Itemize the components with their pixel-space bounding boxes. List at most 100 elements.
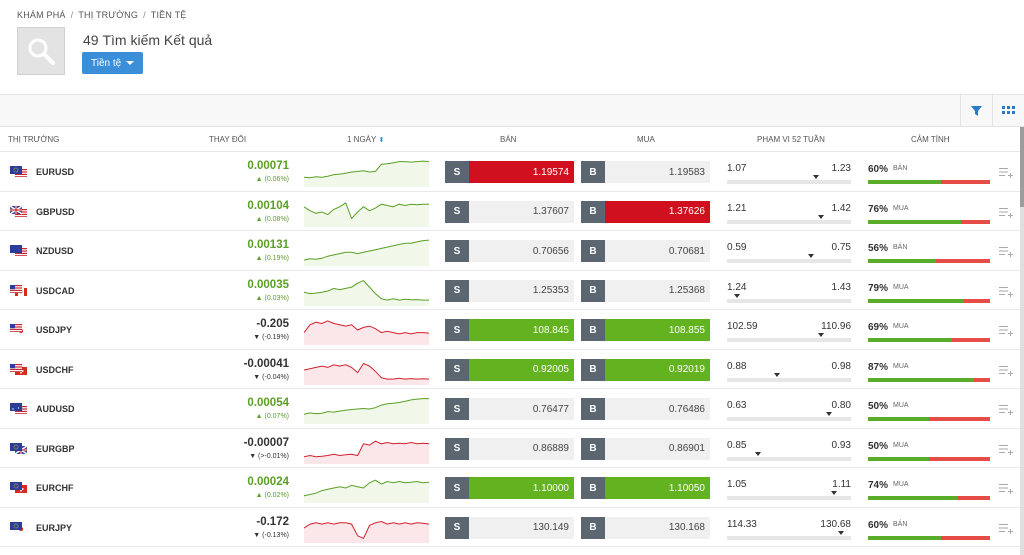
sell-button[interactable]: S bbox=[445, 516, 469, 539]
table-row[interactable]: EURCHF 0.00024 ▲ (0.02%) S 1.10000 B 1.10050 1.… bbox=[0, 468, 1024, 508]
sentiment-fill bbox=[868, 535, 942, 540]
change-value: -0.00007 bbox=[243, 436, 289, 449]
table-row[interactable]: EURGBP -0.00007 ▼ (>-0.01%) S 0.86889 B 0.8690… bbox=[0, 429, 1024, 468]
add-to-watchlist-icon[interactable] bbox=[999, 325, 1013, 336]
buy-price[interactable]: 130.168 bbox=[605, 516, 710, 539]
sell-price[interactable]: 130.149 bbox=[469, 516, 574, 539]
column-sell[interactable]: BÁN bbox=[500, 135, 517, 144]
column-market[interactable]: THỊ TRƯỜNG bbox=[8, 135, 60, 144]
range-bar bbox=[727, 293, 851, 303]
sell-price[interactable]: 0.76477 bbox=[469, 398, 574, 420]
sell-price[interactable]: 0.70656 bbox=[469, 240, 574, 262]
buy-button[interactable]: B bbox=[581, 279, 605, 302]
add-to-watchlist-icon[interactable] bbox=[999, 523, 1013, 534]
sentiment-percent: 56% bbox=[868, 243, 889, 254]
column-range[interactable]: PHẠM VI 52 TUẦN bbox=[757, 135, 825, 144]
add-to-watchlist-icon[interactable] bbox=[999, 483, 1013, 494]
scrollbar-thumb[interactable] bbox=[1020, 127, 1024, 207]
sell-button[interactable]: S bbox=[445, 161, 469, 183]
market-symbol[interactable]: NZDUSD bbox=[36, 246, 74, 256]
add-to-watchlist-icon[interactable] bbox=[999, 286, 1013, 297]
range-marker bbox=[826, 412, 832, 416]
currency-flag-icon bbox=[10, 521, 28, 533]
buy-button[interactable]: B bbox=[581, 319, 605, 341]
add-to-watchlist-icon[interactable] bbox=[999, 444, 1013, 455]
sell-button[interactable]: S bbox=[445, 437, 469, 460]
results-text: Tìm kiếm Kết quả bbox=[102, 32, 213, 48]
add-to-watchlist-icon[interactable] bbox=[999, 365, 1013, 376]
breadcrumb-explore[interactable]: KHÁM PHÁ bbox=[17, 10, 66, 20]
table-row[interactable]: EURJPY -0.172 ▼ (-0.13%) S 130.149 B 130.168 11… bbox=[0, 508, 1024, 547]
buy-price[interactable]: 1.37626 bbox=[605, 200, 710, 223]
buy-button[interactable]: B bbox=[581, 358, 605, 381]
table-row[interactable]: USDJPY -0.205 ▼ (-0.19%) S 108.845 B 108.855 10… bbox=[0, 310, 1024, 350]
buy-price[interactable]: 0.92019 bbox=[605, 358, 710, 381]
sell-price[interactable]: 1.25353 bbox=[469, 279, 574, 302]
range-high: 0.75 bbox=[831, 242, 851, 253]
column-sentiment[interactable]: CẢM TÍNH bbox=[911, 135, 950, 144]
market-symbol[interactable]: USDJPY bbox=[36, 325, 73, 335]
market-symbol[interactable]: AUDUSD bbox=[36, 404, 75, 414]
buy-price[interactable]: 0.76486 bbox=[605, 398, 710, 420]
sell-button[interactable]: S bbox=[445, 477, 469, 499]
range-marker bbox=[755, 451, 761, 456]
sell-button[interactable]: S bbox=[445, 279, 469, 302]
add-to-watchlist-icon[interactable] bbox=[999, 246, 1013, 257]
currency-flag-icon bbox=[10, 442, 28, 455]
buy-price[interactable]: 0.86901 bbox=[605, 437, 710, 460]
market-symbol[interactable]: EURGBP bbox=[36, 443, 75, 454]
sentiment-label: BÁN bbox=[893, 165, 908, 172]
sell-button[interactable]: S bbox=[445, 200, 469, 223]
sentiment-bar bbox=[868, 417, 990, 421]
buy-button[interactable]: B bbox=[581, 240, 605, 262]
grid-view-icon[interactable] bbox=[992, 95, 1024, 127]
column-change[interactable]: THAY ĐỔI bbox=[209, 135, 247, 144]
market-symbol[interactable]: EURUSD bbox=[36, 167, 75, 177]
add-to-watchlist-icon[interactable] bbox=[999, 167, 1013, 178]
sell-price[interactable]: 0.92005 bbox=[469, 358, 574, 381]
sentiment-fill bbox=[868, 456, 929, 461]
breadcrumb-markets[interactable]: THỊ TRƯỜNG bbox=[78, 10, 139, 20]
market-symbol[interactable]: EURJPY bbox=[36, 522, 73, 533]
market-symbol[interactable]: EURCHF bbox=[36, 483, 74, 493]
change-value: -0.00041 bbox=[243, 357, 289, 370]
scrollbar[interactable] bbox=[1020, 127, 1024, 555]
table-row[interactable]: NZDUSD 0.00131 ▲ (0.19%) S 0.70656 B 0.70681 0.… bbox=[0, 231, 1024, 271]
table-row[interactable]: AUDUSD 0.00054 ▲ (0.07%) S 0.76477 B 0.76486 0.… bbox=[0, 389, 1024, 429]
market-symbol[interactable]: USDCHF bbox=[36, 364, 74, 375]
buy-price[interactable]: 108.855 bbox=[605, 319, 710, 341]
filter-icon[interactable] bbox=[960, 95, 992, 127]
table-row[interactable]: GBPUSD 0.00104 ▲ (0.08%) S 1.37607 B 1.37626 1.… bbox=[0, 192, 1024, 231]
column-buy[interactable]: MUA bbox=[637, 135, 655, 144]
sell-price[interactable]: 1.37607 bbox=[469, 200, 574, 223]
buy-button[interactable]: B bbox=[581, 477, 605, 499]
sell-price[interactable]: 108.845 bbox=[469, 319, 574, 341]
buy-button[interactable]: B bbox=[581, 398, 605, 420]
sell-price[interactable]: 1.19574 bbox=[469, 161, 574, 183]
buy-price[interactable]: 1.25368 bbox=[605, 279, 710, 302]
table-row[interactable]: EURUSD 0.00071 ▲ (0.06%) S 1.19574 B 1.19583 1.… bbox=[0, 152, 1024, 192]
market-symbol[interactable]: GBPUSD bbox=[36, 206, 75, 217]
buy-price[interactable]: 1.19583 bbox=[605, 161, 710, 183]
range-marker bbox=[838, 530, 844, 535]
breadcrumb-separator: / bbox=[143, 10, 146, 20]
buy-button[interactable]: B bbox=[581, 437, 605, 460]
buy-button[interactable]: B bbox=[581, 161, 605, 183]
table-row[interactable]: USDCHF -0.00041 ▼ (-0.04%) S 0.92005 B 0.92019… bbox=[0, 350, 1024, 389]
sell-button[interactable]: S bbox=[445, 358, 469, 381]
table-row[interactable]: USDCAD 0.00035 ▲ (0.03%) S 1.25353 B 1.25368 1.… bbox=[0, 271, 1024, 310]
sell-price[interactable]: 0.86889 bbox=[469, 437, 574, 460]
column-period[interactable]: 1 NGÀY ⬍ bbox=[347, 135, 384, 144]
add-to-watchlist-icon[interactable] bbox=[999, 404, 1013, 415]
add-to-watchlist-icon[interactable] bbox=[999, 207, 1013, 218]
sell-button[interactable]: S bbox=[445, 240, 469, 262]
buy-price[interactable]: 1.10050 bbox=[605, 477, 710, 499]
buy-price[interactable]: 0.70681 bbox=[605, 240, 710, 262]
currency-filter-button[interactable]: Tiền tệ bbox=[82, 52, 144, 74]
buy-button[interactable]: B bbox=[581, 200, 605, 223]
buy-button[interactable]: B bbox=[581, 516, 605, 539]
sell-price[interactable]: 1.10000 bbox=[469, 477, 574, 499]
sell-button[interactable]: S bbox=[445, 319, 469, 341]
market-symbol[interactable]: USDCAD bbox=[36, 285, 75, 296]
sell-button[interactable]: S bbox=[445, 398, 469, 420]
